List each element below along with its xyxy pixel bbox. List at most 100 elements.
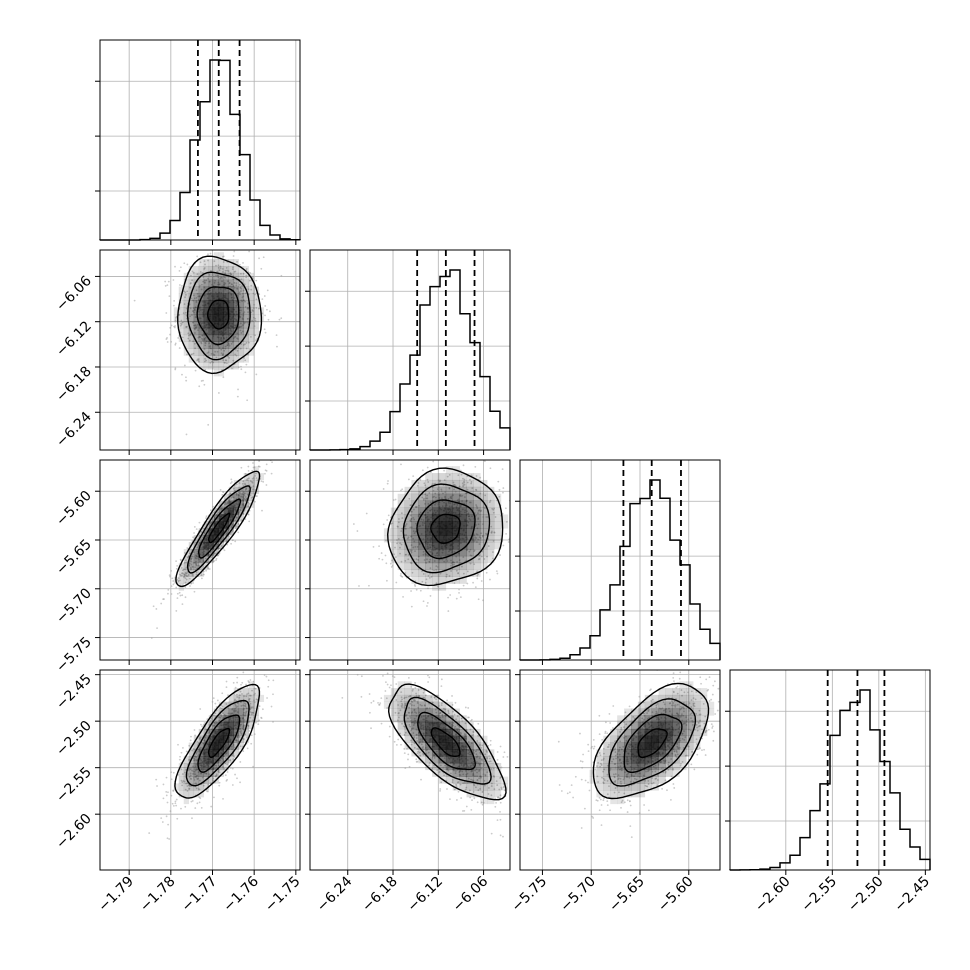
sample-point (245, 707, 248, 710)
sample-point (233, 281, 236, 284)
sample-point (504, 507, 507, 510)
sample-point (192, 772, 194, 775)
sample-point (468, 550, 471, 553)
sample-point (462, 584, 465, 587)
density-bin (198, 321, 205, 329)
sample-point (459, 561, 462, 564)
sample-point (198, 286, 201, 288)
sample-point (234, 335, 237, 338)
sample-point (243, 311, 246, 314)
density-bin (223, 314, 230, 322)
sample-point (447, 497, 450, 500)
density-bin (233, 521, 240, 529)
density-bin (459, 479, 467, 488)
sample-point (206, 561, 208, 564)
sample-point (218, 719, 221, 722)
density-bin (459, 473, 467, 481)
sample-point (409, 561, 412, 564)
sample-point (220, 757, 223, 760)
sample-point (238, 490, 241, 493)
density-bin (183, 300, 190, 308)
density-bin (418, 555, 426, 564)
sample-point (246, 246, 248, 248)
sample-point (439, 789, 441, 792)
sample-point (469, 478, 471, 481)
sample-point (245, 683, 247, 686)
density-bin (238, 321, 245, 329)
sample-point (412, 452, 414, 454)
sample-point (184, 291, 187, 294)
sample-point (263, 295, 266, 297)
density-bin (218, 362, 225, 370)
histogram-bg (310, 250, 510, 450)
density-bin (243, 272, 250, 281)
sample-point (428, 576, 431, 579)
sample-point (382, 488, 385, 490)
sample-point (515, 487, 517, 489)
sample-point (182, 747, 184, 749)
sample-point (356, 530, 359, 532)
sample-point (476, 570, 479, 573)
sample-point (194, 556, 197, 559)
sample-point (194, 782, 197, 785)
sample-point (196, 323, 199, 326)
density-bin (445, 507, 454, 515)
sample-point (183, 290, 186, 293)
sample-point (261, 661, 263, 663)
sample-point (404, 767, 407, 769)
sample-point (236, 260, 238, 263)
sample-point (444, 496, 446, 499)
sample-point (483, 558, 486, 560)
sample-point (245, 341, 248, 344)
density-bin (397, 528, 405, 536)
sample-point (341, 696, 344, 699)
sample-point (395, 581, 398, 584)
sample-point (441, 497, 443, 500)
density-bin (452, 473, 460, 481)
sample-point (426, 494, 428, 497)
sample-point (423, 559, 426, 561)
density-bin (228, 334, 235, 342)
density-bin (203, 521, 210, 529)
sample-point (215, 559, 217, 562)
sample-point (199, 261, 202, 264)
density-bin (243, 341, 250, 349)
sample-point (246, 493, 249, 496)
sample-point (247, 505, 249, 508)
sample-point (228, 748, 231, 750)
sample-point (470, 474, 473, 477)
sample-point (245, 267, 248, 270)
sample-point (191, 270, 194, 273)
density-bin (228, 265, 235, 274)
sample-point (227, 694, 229, 697)
sample-point (480, 580, 483, 582)
sample-point (169, 575, 171, 578)
sample-point (198, 801, 201, 804)
sample-point (482, 599, 484, 602)
sample-point (414, 545, 417, 548)
sample-point (238, 291, 241, 294)
sample-point (251, 689, 253, 692)
density-bin (238, 286, 245, 294)
sample-point (352, 523, 355, 525)
sample-point (209, 347, 212, 350)
sample-point (197, 295, 200, 298)
sample-point (429, 595, 432, 597)
sample-point (476, 577, 479, 580)
sample-point (160, 817, 163, 820)
sample-point (515, 541, 517, 543)
sample-point (217, 266, 220, 269)
sample-point (498, 488, 501, 491)
sample-point (228, 291, 231, 294)
sample-point (173, 325, 175, 328)
sample-point (242, 485, 245, 487)
sample-point (251, 469, 254, 472)
sample-point (235, 494, 238, 496)
sample-point (479, 492, 482, 495)
sample-point (223, 283, 226, 286)
density-bin (480, 521, 488, 529)
sample-point (191, 314, 193, 316)
density-bin (466, 535, 474, 543)
sample-point (226, 355, 229, 358)
sample-point (257, 465, 260, 468)
